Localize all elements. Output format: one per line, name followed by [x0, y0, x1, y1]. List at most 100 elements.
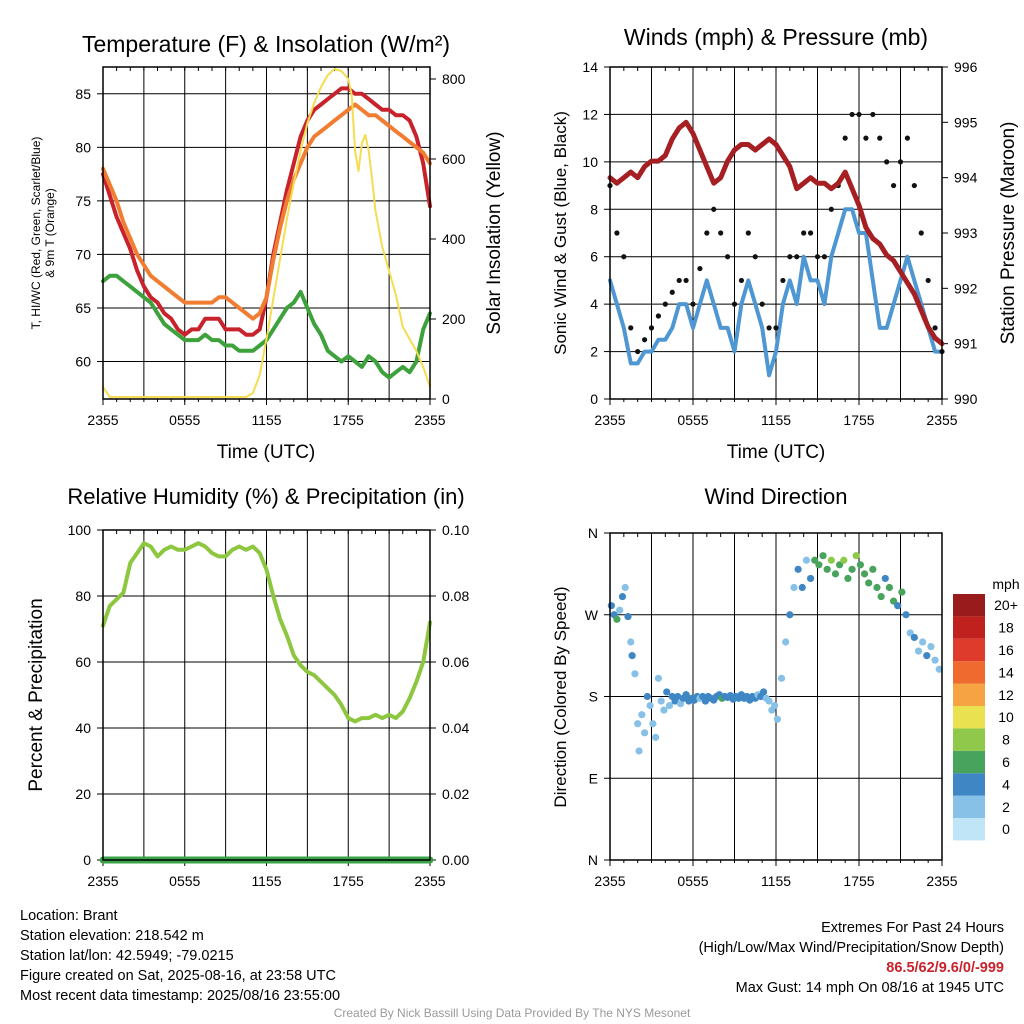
wind-gust-point: [863, 135, 869, 141]
legend-label: 14: [998, 664, 1014, 680]
temp-ytick-label: 65: [75, 300, 91, 316]
dir-point: [935, 665, 943, 673]
wind-y2tick-label: 991: [954, 336, 978, 352]
dir-point: [881, 574, 889, 583]
dir-point: [860, 570, 869, 578]
wind-gust-point: [641, 337, 648, 343]
wind-gust-point: [697, 265, 703, 272]
wind-ytick-label: 0: [590, 391, 598, 407]
temp-ytick-label: 75: [75, 193, 91, 209]
temp-xtick-label: 2355: [87, 412, 118, 428]
dir-point: [663, 688, 671, 696]
wind-ytick-label: 4: [590, 296, 598, 312]
rh-xtick-label: 2355: [414, 873, 445, 889]
speed-legend: mph 0 2 4 6 8 10 12 14 16 18 20+: [953, 576, 1020, 841]
legend-unit: mph: [992, 576, 1019, 592]
dir-point: [660, 706, 668, 714]
legend-swatch: [953, 638, 985, 662]
wind-xtick-label: 2355: [926, 412, 957, 428]
temp-xtick-label: 1155: [251, 412, 281, 428]
dir-point: [790, 583, 798, 592]
temp-ylabel-line2: & 9m T (Orange): [43, 188, 57, 278]
wind-ytick-label: 14: [582, 59, 598, 75]
recent-timestamp: Most recent data timestamp: 2025/08/16 2…: [20, 988, 341, 1004]
wind-y2tick-label: 994: [954, 170, 978, 186]
wind-y2tick-label: 995: [954, 114, 978, 130]
legend-label: 18: [998, 620, 1014, 636]
wind-y2tick-label: 993: [954, 225, 978, 241]
rh-ylabel: Percent & Precipitation: [26, 598, 47, 791]
dir-point: [646, 701, 654, 710]
legend-swatch: [953, 683, 985, 706]
temp-ylabel-line1: T, HI/WC (Red, Green, Scarlet/Blue): [29, 137, 43, 330]
wind-gust-point: [856, 111, 862, 118]
rh-xtick-label: 2355: [87, 873, 118, 889]
station-location: Location: Brant: [20, 908, 118, 924]
rh-y2tick-label: 0.02: [442, 786, 469, 802]
dir-point: [836, 561, 844, 569]
dir-point: [674, 692, 682, 701]
rh-xtick-label: 1155: [251, 873, 281, 889]
wind-gust-point: [669, 289, 675, 295]
legend-swatch: [953, 795, 985, 818]
wind-gust-point: [662, 301, 668, 307]
wind-series-station-pressure: [607, 119, 945, 347]
dir-point: [634, 720, 642, 728]
dir-point: [643, 692, 651, 701]
wind-gust-point: [738, 277, 745, 284]
wind-gust-point: [780, 277, 786, 284]
dir-point: [873, 583, 881, 592]
temp-series-9m-t: [101, 102, 432, 321]
rh-xtick-label: 1755: [333, 873, 364, 889]
dir-point: [627, 638, 635, 646]
dir-point: [852, 552, 860, 560]
credit-line: Created By Nick Bassill Using Data Provi…: [333, 1006, 691, 1020]
dir-point: [910, 633, 918, 642]
temp-plot-frame: [102, 66, 431, 400]
dir-point: [869, 565, 877, 573]
wind-xlabel: Time (UTC): [727, 442, 826, 463]
wind-gust-point: [911, 182, 917, 189]
legend-swatch: [953, 706, 985, 729]
dir-point: [806, 574, 815, 583]
dir-point: [782, 638, 790, 646]
wind-gust-point: [842, 135, 848, 141]
wind-gust-point: [890, 182, 897, 189]
rh-y2tick-label: 0.08: [442, 588, 469, 604]
wind-gust-point: [724, 254, 731, 260]
wind-gust-point: [711, 206, 717, 212]
dir-xtick-label: 1755: [843, 873, 874, 889]
rh-plot-frame: [102, 529, 431, 861]
legend-label: 4: [1002, 776, 1010, 792]
humidity-panel: 0 20 40 60 80 100 2355 0555 1155 1755 2355 0.00 0.02…: [26, 484, 469, 889]
temp-xlabel: Time (UTC): [217, 442, 316, 463]
dir-point: [676, 700, 685, 708]
dir-point: [777, 674, 786, 682]
rh-ytick-label: 100: [68, 522, 92, 538]
dir-point: [840, 556, 848, 564]
wind-gust-point: [648, 325, 655, 331]
extremes-values: 86.5/62/9.6/0/-999: [886, 960, 1004, 976]
dir-point: [628, 652, 636, 660]
temp-ytick-label: 60: [75, 354, 91, 370]
wind-gust-point: [614, 230, 620, 236]
dir-ytick-label: W: [585, 607, 599, 623]
wind-gust-point: [731, 301, 738, 307]
wind-gust-point: [704, 230, 710, 236]
wind-ylabel: Sonic Wind & Gust (Blue, Black): [551, 111, 570, 355]
dir-xtick-label: 2355: [926, 873, 957, 889]
temp-y2tick-label: 600: [442, 151, 466, 167]
dir-point: [657, 697, 665, 705]
dir-point: [914, 647, 923, 655]
wind-ytick-label: 8: [590, 201, 598, 217]
rh-y2tick-label: 0.10: [442, 522, 469, 538]
rh-series-relative-humidity: [101, 541, 432, 724]
winds-panel: 0 2 4 6 8 10 12 14 2355 0555 1155 1755 2355 990 991 992…: [551, 24, 1019, 463]
wind-series-sonic-wind: [608, 207, 944, 378]
wind-gust-point: [849, 111, 855, 118]
dir-point: [898, 588, 906, 596]
dir-point: [621, 583, 629, 592]
station-elevation: Station elevation: 218.542 m: [20, 928, 204, 944]
dir-ytick-label: E: [589, 770, 598, 786]
